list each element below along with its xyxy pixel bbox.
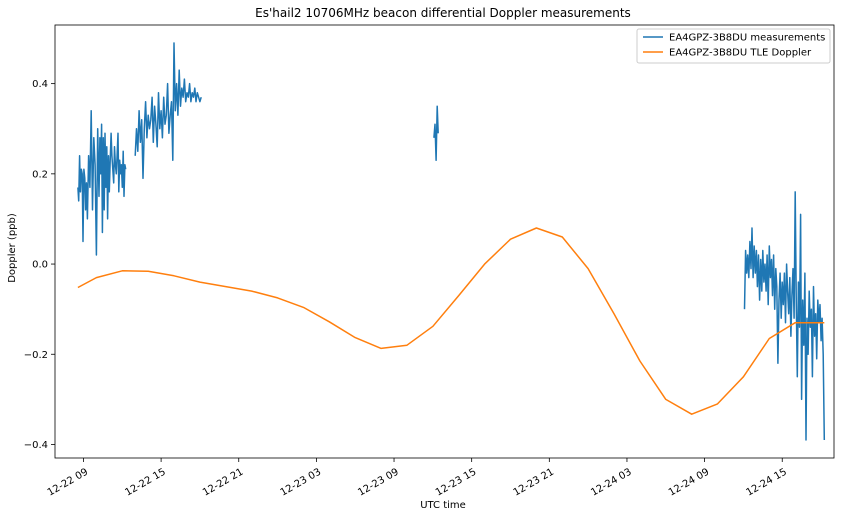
y-tick-label: −0.4 — [24, 440, 48, 451]
chart-title: Es'hail2 10706MHz beacon differential Do… — [255, 6, 631, 20]
x-tick-label: 12-22 21 — [201, 467, 245, 499]
x-tick-label: 12-24 03 — [589, 467, 633, 499]
legend-label-2: EA4GPZ-3B8DU TLE Doppler — [669, 48, 812, 59]
x-tick-label: 12-24 15 — [744, 467, 788, 499]
y-tick-label: 0.0 — [32, 260, 48, 271]
series-1-line-3 — [433, 105, 439, 162]
plot-frame — [54, 24, 835, 459]
legend: EA4GPZ-3B8DU measurements EA4GPZ-3B8DU TL… — [636, 28, 831, 64]
series-layer — [77, 42, 826, 441]
x-tick-label: 12-23 21 — [512, 467, 556, 499]
legend-box — [636, 28, 831, 64]
x-tick-label: 12-23 09 — [356, 467, 400, 499]
axes-layer: −0.4 −0.2 0.0 0.2 0.4 12-22 09 12-22 15 12-22 2… — [24, 24, 835, 499]
series-1-line-4 — [743, 191, 826, 441]
x-axis-label: UTC time — [420, 500, 466, 511]
series-1-line-1 — [77, 109, 127, 256]
series-2-line-1 — [77, 227, 825, 415]
x-tick-label: 12-23 03 — [279, 467, 323, 499]
series-1-line-2 — [134, 42, 202, 180]
legend-label-1: EA4GPZ-3B8DU measurements — [669, 33, 825, 44]
y-tick-label: −0.2 — [24, 350, 48, 361]
x-tick-label: 12-22 15 — [123, 467, 167, 499]
x-tick-label: 12-24 09 — [667, 467, 711, 499]
y-axis-label: Doppler (ppb) — [7, 213, 18, 283]
x-tick-label: 12-23 15 — [434, 467, 478, 499]
x-tick-label: 12-22 09 — [46, 467, 90, 499]
y-tick-label: 0.2 — [32, 169, 48, 180]
y-tick-label: 0.4 — [32, 79, 48, 90]
